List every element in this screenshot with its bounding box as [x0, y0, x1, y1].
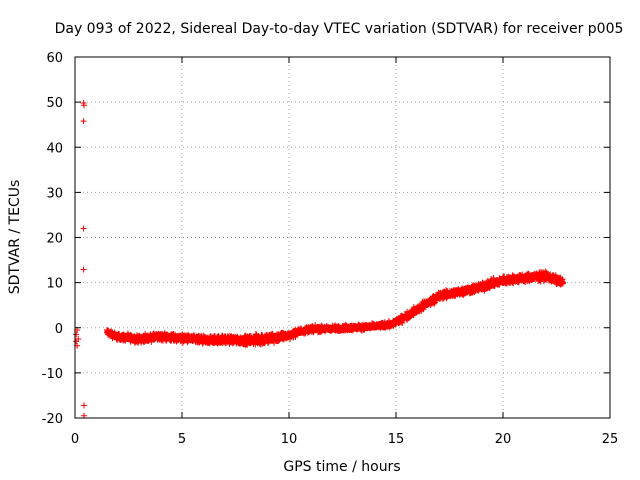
x-tick-label: 5: [178, 432, 186, 447]
y-tick-label: 30: [46, 186, 63, 201]
x-axis-label: GPS time / hours: [283, 459, 400, 475]
data-point: [80, 225, 87, 232]
y-tick-label: 0: [55, 322, 63, 337]
data-point: [81, 402, 87, 409]
y-tick-label: 20: [46, 232, 63, 247]
y-tick-label: 50: [46, 96, 63, 111]
y-tick-label: 60: [46, 51, 63, 66]
y-tick-label: -20: [42, 412, 63, 427]
grid-lines: [75, 57, 610, 418]
x-tick-label: 0: [71, 432, 79, 447]
x-tick-label: 20: [495, 432, 512, 447]
x-tick-label: 15: [388, 432, 405, 447]
data-point: [560, 279, 566, 286]
data-point: [81, 102, 87, 109]
y-axis-label: SDTVAR / TECUs: [7, 180, 23, 295]
x-tick-label: 25: [602, 432, 619, 447]
data-point: [75, 336, 82, 342]
chart-title: Day 093 of 2022, Sidereal Day-to-day VTE…: [55, 21, 624, 37]
y-tick-label: 40: [46, 141, 63, 156]
data-point: [80, 118, 87, 125]
axis-ticks: 0 5 10 15 20 25 -20 -10 0 10 20 30 40 50 60: [42, 51, 619, 447]
data-points: [73, 100, 566, 419]
data-point: [73, 331, 80, 338]
data-point: [80, 266, 87, 273]
data-point: [399, 320, 406, 326]
y-tick-label: -10: [42, 367, 63, 382]
y-tick-label: 10: [46, 277, 63, 292]
x-tick-label: 10: [281, 432, 298, 447]
